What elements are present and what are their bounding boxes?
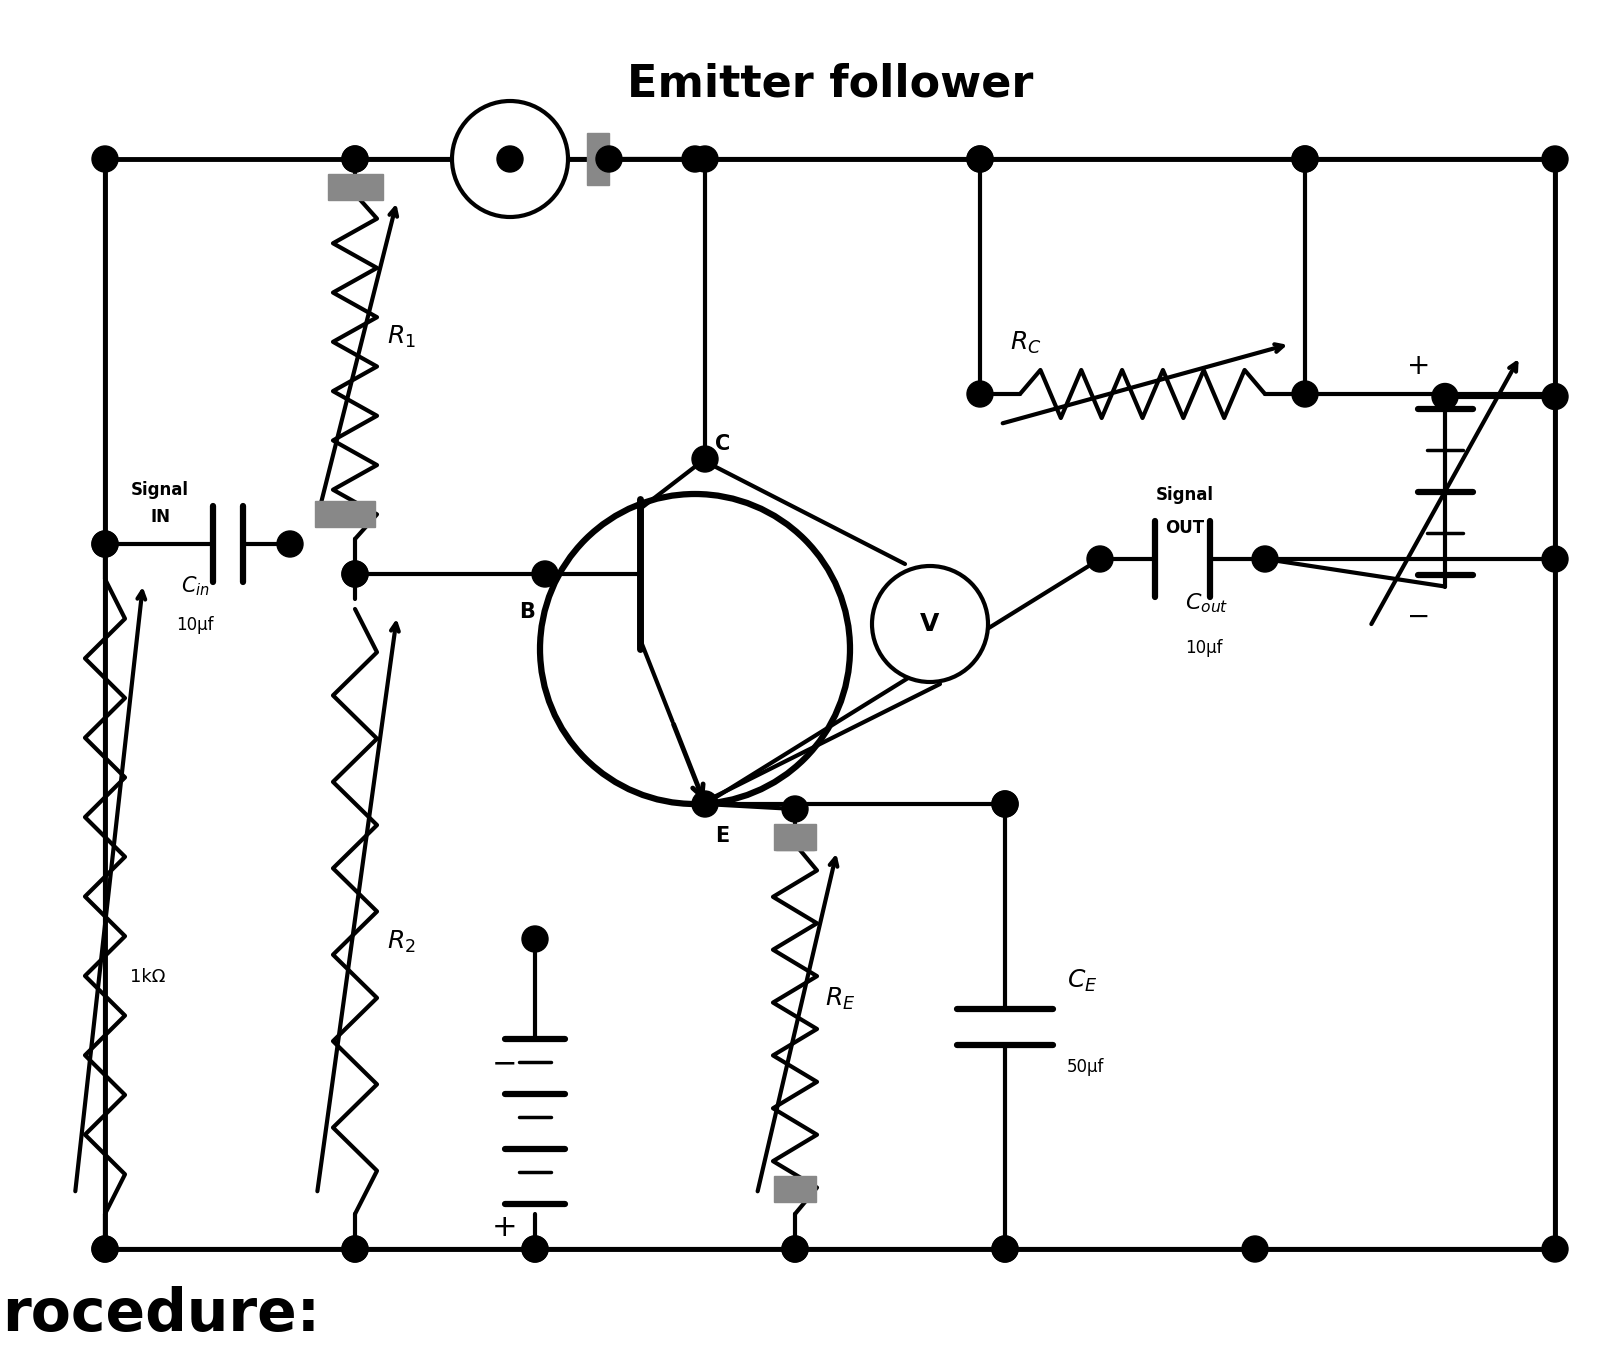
Circle shape bbox=[966, 381, 992, 406]
Circle shape bbox=[532, 561, 558, 587]
Bar bbox=[586, 134, 609, 186]
Circle shape bbox=[691, 791, 717, 817]
Text: rocedure:: rocedure: bbox=[2, 1285, 320, 1342]
Circle shape bbox=[992, 791, 1018, 817]
Text: +: + bbox=[1406, 352, 1430, 381]
Circle shape bbox=[1431, 383, 1457, 409]
Text: 10μf: 10μf bbox=[177, 617, 214, 634]
Circle shape bbox=[966, 146, 992, 172]
Text: Signal: Signal bbox=[1156, 486, 1214, 505]
Text: OUT: OUT bbox=[1165, 518, 1204, 537]
Bar bbox=[776, 828, 813, 850]
Circle shape bbox=[451, 101, 568, 217]
Circle shape bbox=[278, 531, 304, 557]
Text: $R_2$: $R_2$ bbox=[386, 929, 415, 955]
Circle shape bbox=[497, 146, 523, 172]
Text: B: B bbox=[519, 602, 534, 622]
Circle shape bbox=[596, 146, 622, 172]
Circle shape bbox=[782, 1236, 808, 1262]
Circle shape bbox=[691, 146, 717, 172]
Text: $R_1$: $R_1$ bbox=[386, 323, 415, 349]
Circle shape bbox=[342, 561, 368, 587]
Circle shape bbox=[93, 531, 118, 557]
Circle shape bbox=[992, 1236, 1018, 1262]
Circle shape bbox=[1542, 383, 1568, 409]
Text: −: − bbox=[1406, 603, 1430, 630]
Circle shape bbox=[1292, 146, 1318, 172]
Circle shape bbox=[966, 146, 992, 172]
Circle shape bbox=[782, 797, 808, 822]
Text: A: A bbox=[500, 147, 519, 170]
Circle shape bbox=[782, 1236, 808, 1262]
Circle shape bbox=[1086, 546, 1112, 572]
Text: $C_{in}$: $C_{in}$ bbox=[180, 574, 209, 597]
Circle shape bbox=[93, 1236, 118, 1262]
Bar bbox=[328, 175, 383, 201]
Circle shape bbox=[342, 561, 368, 587]
Circle shape bbox=[1292, 381, 1318, 406]
Text: −: − bbox=[492, 1049, 516, 1079]
Circle shape bbox=[682, 146, 708, 172]
Text: C: C bbox=[714, 434, 730, 454]
Circle shape bbox=[1542, 146, 1568, 172]
Circle shape bbox=[691, 446, 717, 472]
Circle shape bbox=[992, 791, 1018, 817]
Text: +: + bbox=[492, 1213, 516, 1241]
Circle shape bbox=[1542, 1236, 1568, 1262]
Circle shape bbox=[992, 1236, 1018, 1262]
Text: 1kΩ: 1kΩ bbox=[130, 967, 166, 986]
Text: 10μf: 10μf bbox=[1185, 638, 1222, 657]
Circle shape bbox=[93, 146, 118, 172]
Text: Signal: Signal bbox=[131, 481, 188, 499]
Circle shape bbox=[93, 1236, 118, 1262]
Text: E: E bbox=[714, 827, 729, 846]
Circle shape bbox=[342, 1236, 368, 1262]
Circle shape bbox=[521, 1236, 547, 1262]
Bar bbox=[105, 160, 1555, 1249]
Text: $C_E$: $C_E$ bbox=[1066, 967, 1097, 993]
Circle shape bbox=[521, 926, 547, 952]
Text: IN: IN bbox=[149, 507, 170, 527]
Text: 50μf: 50μf bbox=[1066, 1057, 1104, 1075]
Circle shape bbox=[1542, 546, 1568, 572]
Circle shape bbox=[93, 531, 118, 557]
Circle shape bbox=[342, 1236, 368, 1262]
Circle shape bbox=[342, 146, 368, 172]
Bar bbox=[774, 824, 815, 850]
Text: $R_C$: $R_C$ bbox=[1010, 330, 1040, 356]
Circle shape bbox=[872, 566, 987, 682]
Bar bbox=[315, 501, 375, 527]
Circle shape bbox=[1292, 146, 1318, 172]
Text: Emitter follower: Emitter follower bbox=[626, 63, 1032, 105]
Bar bbox=[774, 1176, 815, 1202]
Circle shape bbox=[1251, 546, 1277, 572]
Circle shape bbox=[521, 1236, 547, 1262]
Text: $C_{out}$: $C_{out}$ bbox=[1185, 591, 1227, 615]
Text: $R_E$: $R_E$ bbox=[824, 986, 855, 1012]
Circle shape bbox=[342, 146, 368, 172]
Text: V: V bbox=[920, 612, 940, 636]
Circle shape bbox=[1242, 1236, 1268, 1262]
